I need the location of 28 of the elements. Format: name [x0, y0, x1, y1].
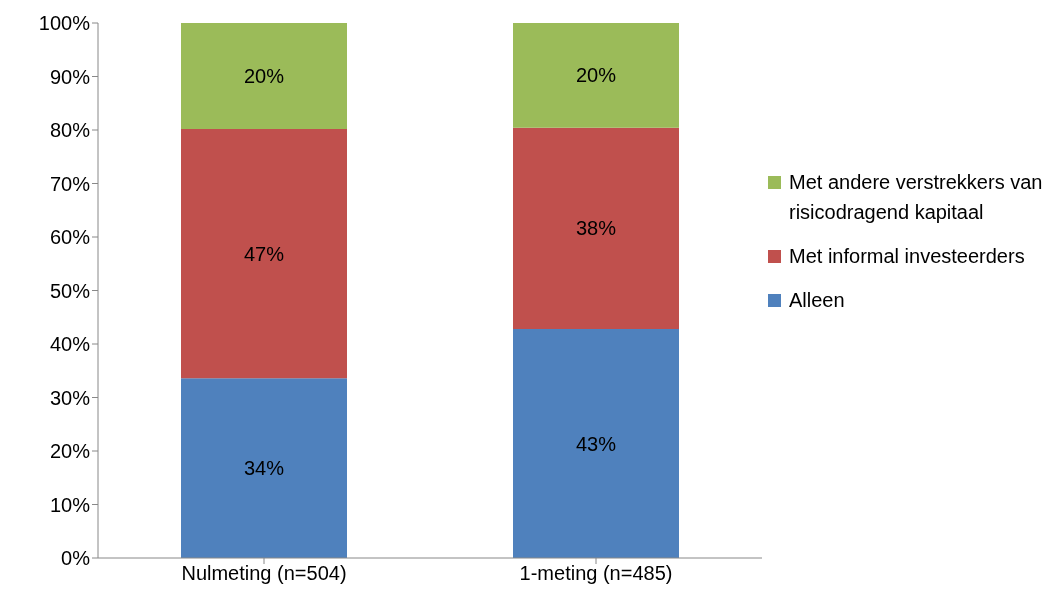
- data-label: 38%: [575, 217, 617, 240]
- y-tick-label: 30%: [49, 386, 91, 409]
- y-tick-label: 0%: [61, 547, 91, 570]
- y-tick-label: 20%: [49, 440, 91, 463]
- y-tick-label: 100%: [38, 12, 91, 35]
- data-label: 43%: [575, 432, 617, 455]
- y-tick-label: 80%: [49, 119, 91, 142]
- legend-label: Alleen: [789, 288, 845, 313]
- x-tick-label: Nulmeting (n=504): [181, 562, 347, 585]
- data-label: 34%: [243, 457, 285, 480]
- y-tick-label: 50%: [49, 279, 91, 302]
- bar: [181, 23, 347, 129]
- data-label: 20%: [575, 64, 617, 87]
- y-tick-label: 70%: [49, 172, 91, 195]
- y-tick-label: 60%: [49, 226, 91, 249]
- legend-label: Met informal investeerders: [789, 244, 1025, 269]
- y-tick-label: 40%: [49, 333, 91, 356]
- bar: [181, 128, 347, 379]
- bar: [513, 23, 679, 128]
- bar: [513, 127, 679, 330]
- data-label: 47%: [243, 242, 285, 265]
- bar: [181, 378, 347, 558]
- legend-label: Met andere verstrekkers van risicodragend kapitaal: [789, 170, 1043, 225]
- data-label: 20%: [243, 64, 285, 87]
- bar: [513, 329, 679, 558]
- y-tick-label: 10%: [49, 493, 91, 516]
- x-tick-label: 1-meting (n=485): [519, 562, 673, 585]
- y-tick-label: 90%: [49, 65, 91, 88]
